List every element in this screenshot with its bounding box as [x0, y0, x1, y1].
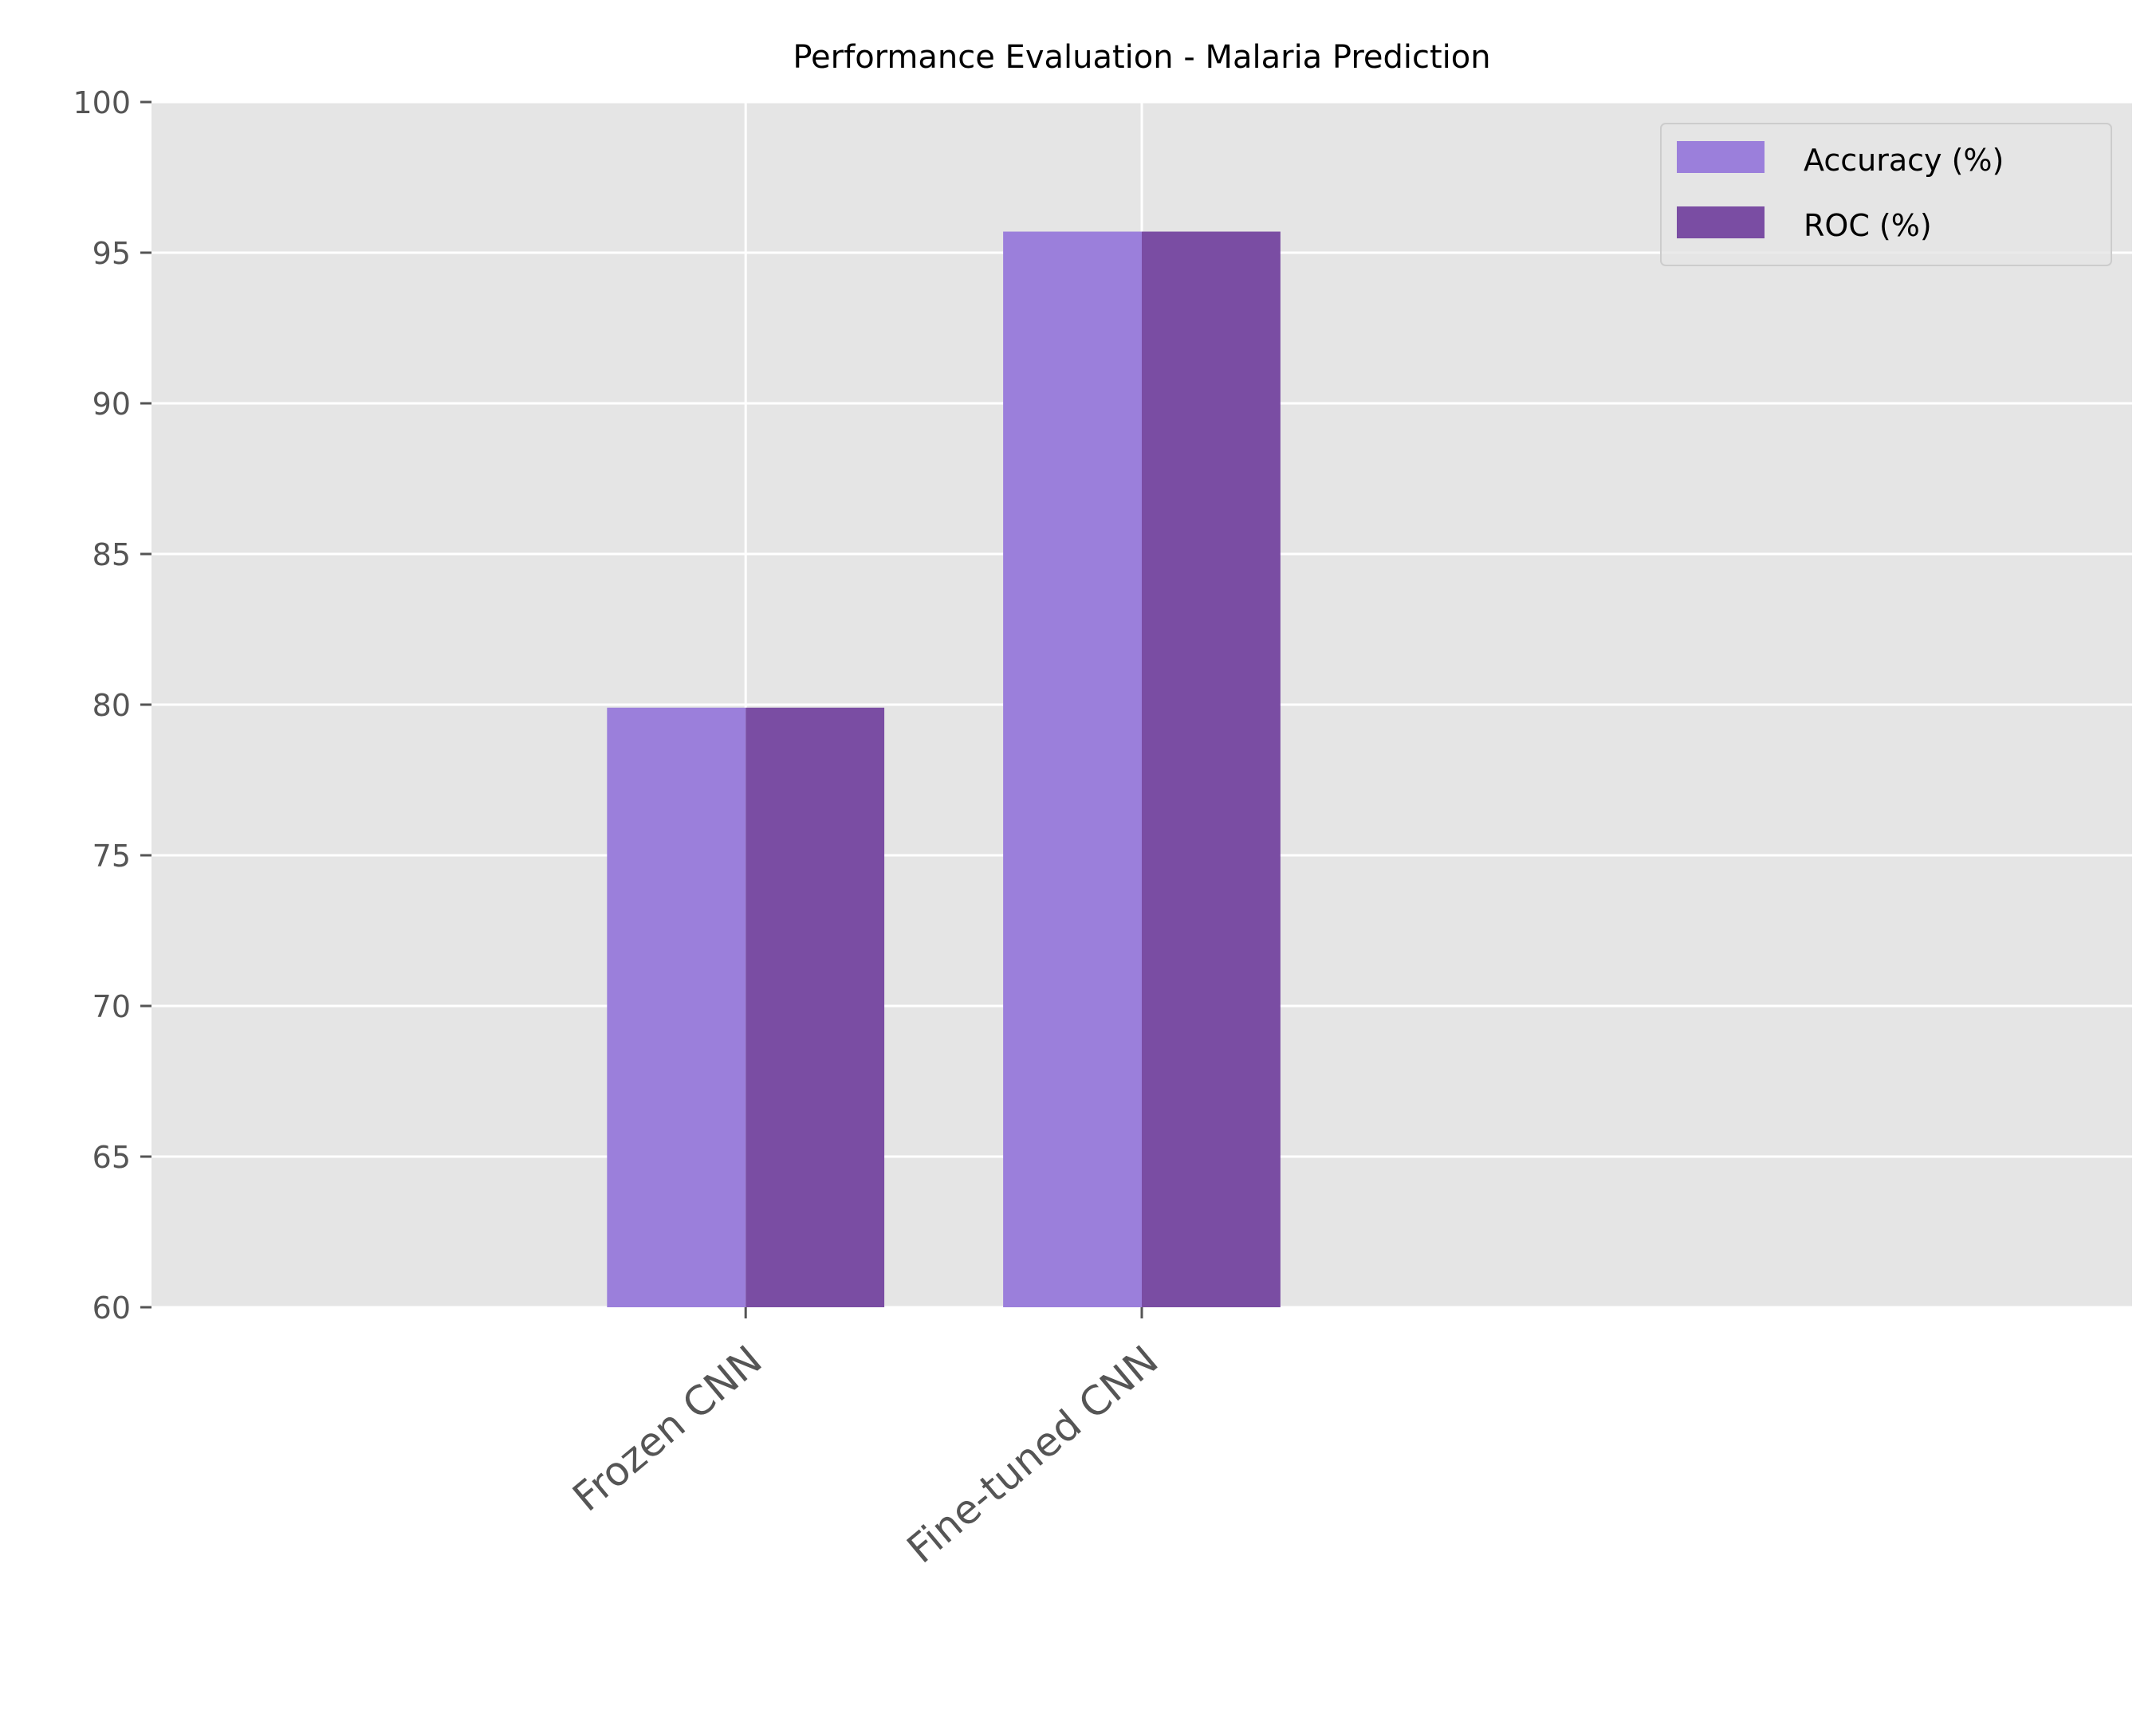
chart-title: Performance Evaluation - Malaria Predict… [793, 39, 1490, 76]
y-tick-label: 75 [92, 839, 131, 874]
x-tick-label: Frozen CNN [565, 1337, 771, 1521]
bar-roc-0 [746, 707, 885, 1307]
y-tick-label: 80 [92, 688, 131, 723]
y-tick-label: 95 [92, 236, 131, 271]
bar-accuracy-1 [1003, 231, 1142, 1307]
bar-accuracy-0 [607, 707, 746, 1307]
y-tick-label: 65 [92, 1140, 131, 1175]
y-tick-label: 100 [73, 85, 131, 120]
legend-swatch-accuracy [1677, 141, 1765, 173]
legend-swatch-roc [1677, 206, 1765, 238]
y-tick-label: 90 [92, 387, 131, 422]
legend-box [1660, 123, 2112, 266]
y-tick-label: 60 [92, 1291, 131, 1326]
y-tick-label: 85 [92, 537, 131, 572]
bars [607, 231, 1281, 1307]
legend: Accuracy (%) ROC (%) [1660, 123, 2112, 266]
y-axis-ticks: 60 65 70 75 80 85 90 95 100 [73, 85, 151, 1326]
y-tick-label: 70 [92, 989, 131, 1024]
bar-roc-1 [1142, 231, 1281, 1307]
legend-label-accuracy: Accuracy (%) [1804, 143, 2004, 178]
x-axis-ticks: Frozen CNN Fine-tuned CNN [565, 1307, 1167, 1572]
x-tick-label: Fine-tuned CNN [899, 1337, 1167, 1573]
legend-label-roc: ROC (%) [1804, 208, 1932, 243]
